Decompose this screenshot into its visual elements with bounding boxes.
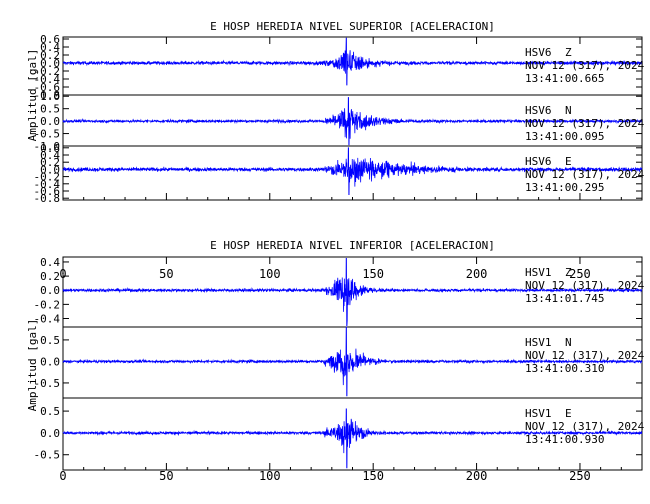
y-tick-label: 0.6	[40, 33, 60, 46]
station-label: HSV1	[525, 407, 552, 420]
station-label: HSV6	[525, 104, 552, 117]
y-tick-label: -0.5	[34, 449, 61, 462]
y-tick-label: -0.8	[34, 89, 61, 102]
component-label: Z	[565, 266, 572, 279]
y-tick-label: 0.2	[40, 49, 60, 62]
station-label: HSV6	[525, 46, 552, 59]
y-tick-label: -0.2	[34, 298, 61, 311]
y-tick-label: 0.0	[40, 355, 60, 368]
waveform-line	[62, 147, 643, 195]
waveform-line	[62, 37, 643, 86]
x-tick-label: 50	[159, 267, 173, 281]
y-tick-label: 0.6	[40, 142, 60, 155]
time-label: 13:41:00.095	[525, 130, 604, 143]
chart-title: E HOSP HEREDIA NIVEL INFERIOR [ACELERACI…	[210, 239, 495, 252]
x-tick-label: 150	[362, 469, 384, 483]
date-label: NOV 12 (317), 2024	[525, 117, 645, 130]
y-tick-label: 0.5	[40, 405, 60, 418]
y-tick-label: -0.2	[34, 65, 61, 78]
y-tick-label: 0.0	[40, 284, 60, 297]
time-label: 13:41:00.295	[525, 181, 604, 194]
date-label: NOV 12 (317), 2024	[525, 349, 645, 362]
y-tick-label: 0.4	[40, 41, 60, 54]
x-tick-label: 200	[466, 267, 488, 281]
y-tick-label: -0.4	[34, 178, 61, 191]
time-label: 13:41:00.310	[525, 362, 604, 375]
waveform-line	[62, 258, 643, 326]
time-label: 13:41:01.745	[525, 292, 604, 305]
y-tick-label: 0.0	[40, 163, 60, 176]
date-label: NOV 12 (317), 2024	[525, 168, 645, 181]
waveform-line	[62, 326, 643, 397]
y-tick-label: -0.6	[34, 81, 61, 94]
chart-title: E HOSP HEREDIA NIVEL SUPERIOR [ACELERACI…	[210, 20, 495, 33]
y-tick-label: -0.4	[34, 73, 61, 86]
y-tick-label: -1.0	[34, 140, 61, 153]
x-tick-label: 0	[59, 469, 66, 483]
date-label: NOV 12 (317), 2024	[525, 279, 645, 292]
y-tick-label: 0.0	[40, 57, 60, 70]
component-label: N	[565, 104, 572, 117]
date-label: NOV 12 (317), 2024	[525, 59, 645, 72]
station-label: HSV6	[525, 155, 552, 168]
waveform-line	[62, 408, 643, 469]
y-tick-label: 0.4	[40, 256, 60, 269]
y-tick-label: 0.2	[40, 270, 60, 283]
component-label: Z	[565, 46, 572, 59]
y-tick-label: -0.6	[34, 185, 61, 198]
y-axis-label: Amplitud [gal]	[26, 319, 39, 412]
waveform-line	[62, 97, 643, 146]
y-tick-label: -0.5	[34, 128, 61, 141]
component-label: N	[565, 336, 572, 349]
y-tick-label: 1.0	[40, 90, 60, 103]
y-tick-label: -0.8	[34, 192, 61, 205]
time-label: 13:41:00.665	[525, 72, 604, 85]
y-tick-label: 0.2	[40, 156, 60, 169]
y-tick-label: 0.5	[40, 103, 60, 116]
station-label: HSV1	[525, 336, 552, 349]
x-tick-label: 150	[362, 267, 384, 281]
x-tick-label: 100	[259, 469, 281, 483]
y-tick-label: -0.4	[34, 313, 61, 326]
y-axis-label: Amplitud [gal]	[26, 49, 39, 142]
component-label: E	[565, 155, 572, 168]
date-label: NOV 12 (317), 2024	[525, 420, 645, 433]
component-label: E	[565, 407, 572, 420]
y-tick-label: 0.4	[40, 149, 60, 162]
x-tick-label: 250	[569, 469, 591, 483]
x-tick-label: 200	[466, 469, 488, 483]
y-tick-label: 0.0	[40, 427, 60, 440]
station-label: HSV1	[525, 266, 552, 279]
y-tick-label: -0.2	[34, 171, 61, 184]
time-label: 13:41:00.930	[525, 433, 604, 446]
x-tick-label: 50	[159, 469, 173, 483]
x-tick-label: 250	[569, 267, 591, 281]
y-tick-label: 0.5	[40, 334, 60, 347]
y-tick-label: 0.0	[40, 115, 60, 128]
x-tick-label: 100	[259, 267, 281, 281]
y-tick-label: -0.5	[34, 377, 61, 390]
